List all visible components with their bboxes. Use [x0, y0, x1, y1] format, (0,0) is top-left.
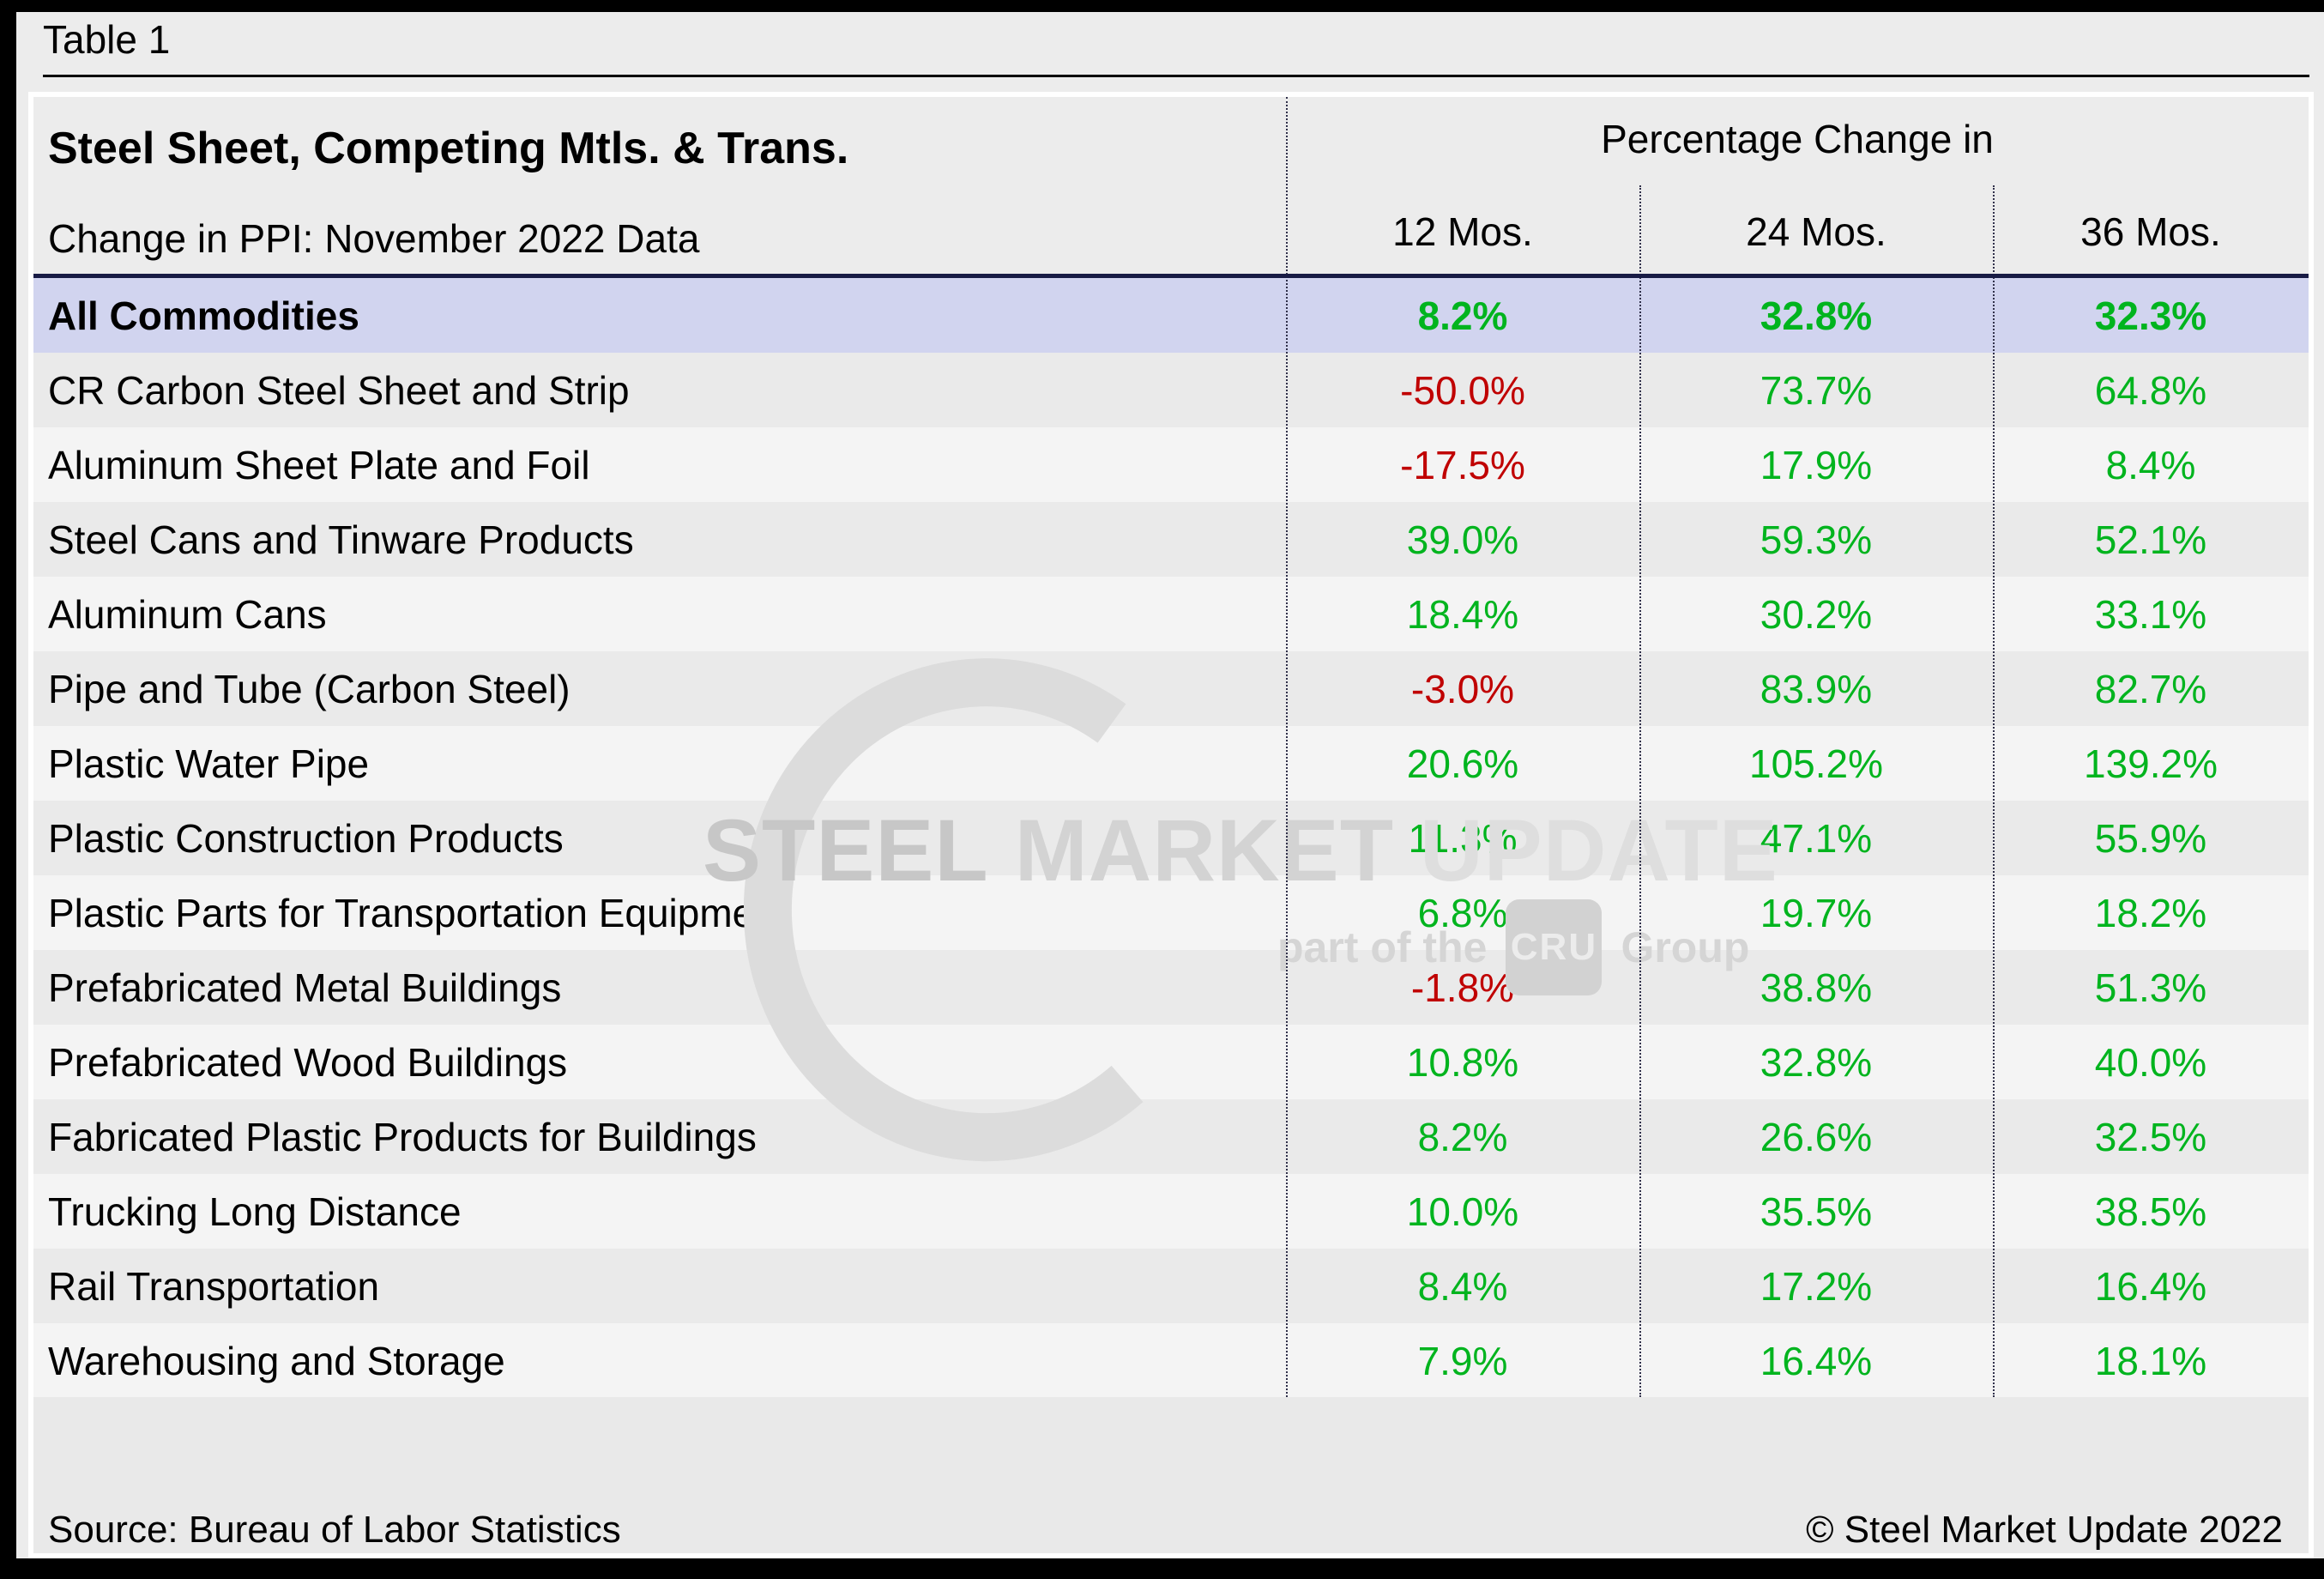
row-value: 18.1% [2094, 1338, 2207, 1383]
row-value: 83.9% [1760, 666, 1873, 711]
row-value: 82.7% [2094, 666, 2207, 711]
table-body: All Commodities 8.2% 32.8% 32.3% CR Carbon S… [33, 278, 2309, 1398]
row-value: 20.6% [1406, 741, 1519, 786]
row-value: 16.4% [2094, 1263, 2207, 1309]
row-value: 59.3% [1760, 517, 1873, 562]
row-label: Aluminum Sheet Plate and Foil [48, 442, 590, 487]
frame-top-bar [0, 0, 2324, 12]
row-label: Plastic Construction Products [48, 815, 564, 861]
row-value: 139.2% [2083, 741, 2218, 786]
table-row: CR Carbon Steel Sheet and Strip -50.0% 73.… [33, 353, 2309, 427]
table-row: Prefabricated Wood Buildings 10.8% 32.8% 40… [33, 1025, 2309, 1099]
row-label: Pipe and Tube (Carbon Steel) [48, 666, 570, 711]
row-value: 30.2% [1760, 591, 1873, 637]
frame-left-bar [0, 0, 16, 1558]
row-value: 11.3% [1408, 815, 1518, 861]
table-row: Plastic Water Pipe 20.6% 105.2% 139.2% [33, 726, 2309, 801]
row-label: Fabricated Plastic Products for Building… [48, 1114, 757, 1159]
row-value: 8.2% [1417, 293, 1508, 338]
row-value: 39.0% [1406, 517, 1519, 562]
table-title: Steel Sheet, Competing Mtls. & Trans. [48, 124, 849, 173]
row-value: 32.3% [2094, 293, 2207, 338]
row-value: 47.1% [1760, 815, 1873, 861]
row-value: 64.8% [2094, 367, 2207, 413]
table-row: Rail Transportation 8.4% 17.2% 16.4% [33, 1249, 2309, 1323]
row-value: 32.8% [1760, 1039, 1873, 1085]
row-label: Trucking Long Distance [48, 1189, 462, 1234]
row-label: Aluminum Cans [48, 591, 327, 637]
table-row: Steel Cans and Tinware Products 39.0% 59.3… [33, 502, 2309, 577]
table-row: Trucking Long Distance 10.0% 35.5% 38.5% [33, 1174, 2309, 1249]
row-label: CR Carbon Steel Sheet and Strip [48, 367, 630, 413]
table-number-label: Table 1 [43, 17, 171, 62]
column-divider-labels [1286, 97, 1288, 1397]
row-value: 18.2% [2094, 890, 2207, 935]
table-row: Plastic Parts for Transportation Equipme… [33, 875, 2309, 950]
row-value: 52.1% [2094, 517, 2207, 562]
row-value: 18.4% [1406, 591, 1519, 637]
row-value: 55.9% [2094, 815, 2207, 861]
row-value: 32.5% [2094, 1114, 2207, 1159]
table-row: Warehousing and Storage 7.9% 16.4% 18.1% [33, 1323, 2309, 1398]
table-row: All Commodities 8.2% 32.8% 32.3% [33, 278, 2309, 353]
row-value: -3.0% [1410, 666, 1515, 711]
row-value: 19.7% [1760, 890, 1873, 935]
row-value: 8.2% [1417, 1114, 1508, 1159]
row-value: -50.0% [1400, 367, 1525, 413]
row-label: Plastic Water Pipe [48, 741, 370, 786]
source-note: Source: Bureau of Labor Statistics [48, 1509, 621, 1551]
table-row: Aluminum Cans 18.4% 30.2% 33.1% [33, 577, 2309, 651]
table-row: Prefabricated Metal Buildings -1.8% 38.8% 5… [33, 950, 2309, 1025]
table-row: Plastic Construction Products 11.3% 47.1% 5… [33, 801, 2309, 875]
table-subtitle: Change in PPI: November 2022 Data [48, 216, 700, 261]
row-value: 51.3% [2094, 965, 2207, 1010]
row-value: -17.5% [1400, 442, 1525, 487]
row-value: 17.9% [1760, 442, 1873, 487]
row-label: Prefabricated Metal Buildings [48, 965, 562, 1010]
row-value: 38.8% [1760, 965, 1873, 1010]
row-value: 33.1% [2094, 591, 2207, 637]
row-value: 17.2% [1760, 1263, 1873, 1309]
panel-empty-strip [33, 1397, 2309, 1553]
column-header-36mos: 36 Mos. [2080, 209, 2221, 254]
table-row: Fabricated Plastic Products for Building… [33, 1099, 2309, 1174]
row-value: 26.6% [1760, 1114, 1873, 1159]
row-value: -1.8% [1410, 965, 1515, 1010]
row-value: 6.8% [1417, 890, 1508, 935]
copyright-note: © Steel Market Update 2022 [1806, 1509, 2283, 1551]
column-divider-12-24 [1639, 185, 1641, 1397]
column-header-12mos: 12 Mos. [1392, 209, 1533, 254]
row-value: 8.4% [2105, 442, 2196, 487]
row-value: 10.8% [1406, 1039, 1519, 1085]
row-label: All Commodities [48, 293, 359, 338]
row-value: 32.8% [1760, 293, 1873, 338]
row-value: 38.5% [2094, 1189, 2207, 1234]
row-value: 16.4% [1760, 1338, 1873, 1383]
row-value: 10.0% [1406, 1189, 1519, 1234]
row-value: 35.5% [1760, 1189, 1873, 1234]
row-label: Plastic Parts for Transportation Equipme… [48, 890, 788, 935]
row-value: 105.2% [1748, 741, 1883, 786]
row-value: 8.4% [1417, 1263, 1508, 1309]
table-row: Aluminum Sheet Plate and Foil -17.5% 17.9%… [33, 427, 2309, 502]
column-group-header: Percentage Change in [1601, 117, 1994, 161]
frame-bottom-bar [0, 1558, 2324, 1579]
header-separator-bar [33, 274, 2309, 278]
row-label: Prefabricated Wood Buildings [48, 1039, 568, 1085]
column-headers: 12 Mos. 24 Mos. 36 Mos. [1286, 209, 2309, 255]
column-divider-24-36 [1993, 185, 1995, 1397]
row-label: Rail Transportation [48, 1263, 380, 1309]
column-header-24mos: 24 Mos. [1746, 209, 1886, 254]
title-divider-rule [43, 75, 2309, 77]
row-label: Steel Cans and Tinware Products [48, 517, 634, 562]
row-value: 7.9% [1417, 1338, 1508, 1383]
table-row: Pipe and Tube (Carbon Steel) -3.0% 83.9% 82… [33, 651, 2309, 726]
ppi-table-panel: STEEL MARKET UPDATE part of the CRU Grou… [28, 92, 2314, 1558]
row-value: 73.7% [1760, 367, 1873, 413]
row-value: 40.0% [2094, 1039, 2207, 1085]
row-label: Warehousing and Storage [48, 1338, 505, 1383]
